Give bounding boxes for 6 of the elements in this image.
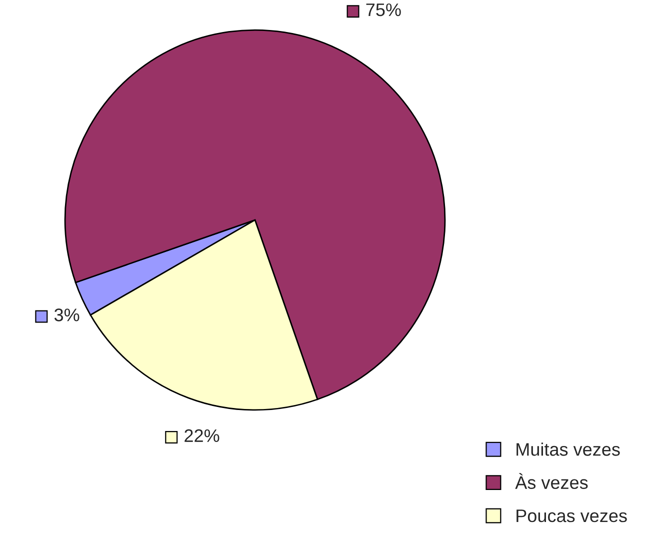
data-label: 3% [54,308,80,322]
data-label: 22% [184,429,220,442]
legend-label: Às vezes [515,473,588,490]
legend-label: Muitas vezes [516,442,620,456]
data-label: 75% [366,3,401,16]
legend-label: Poucas vezes [516,510,627,522]
